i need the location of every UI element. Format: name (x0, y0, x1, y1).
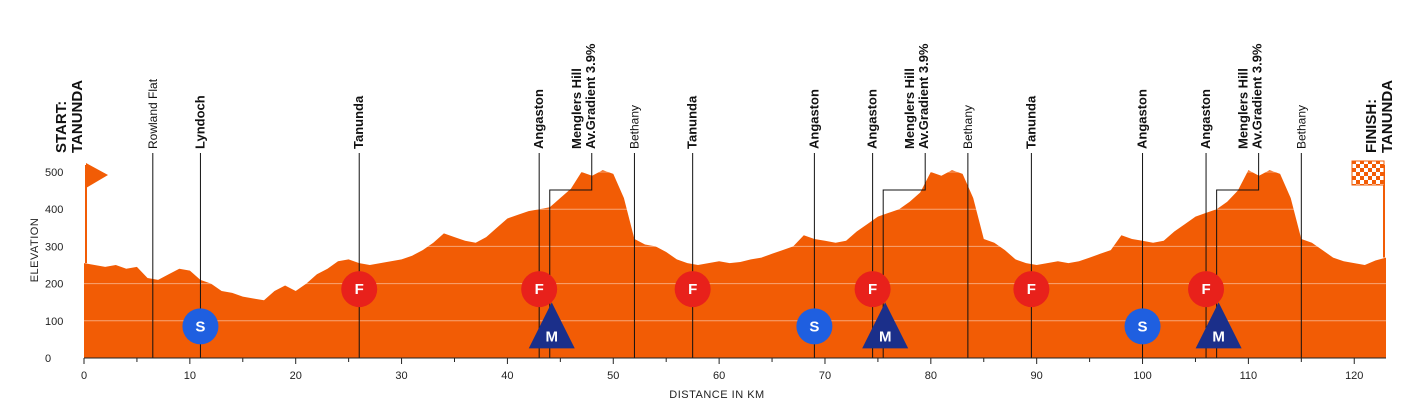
sprint-marker (182, 308, 219, 345)
point-label: Angaston (531, 89, 546, 149)
feed-zone-marker (1188, 271, 1225, 308)
feed-zone-marker (674, 271, 711, 308)
mountain-marker-label: M (546, 328, 559, 345)
x-tick-label: 120 (1345, 370, 1363, 382)
x-tick-label: 30 (395, 370, 407, 382)
x-tick-label: 100 (1133, 370, 1151, 382)
point-label: Bethany (1294, 105, 1308, 149)
y-tick-label: 100 (45, 316, 63, 328)
point-label: Rowland Flat (146, 78, 160, 149)
elevation-area (84, 170, 1386, 358)
elevation-area-layer (84, 170, 1386, 358)
x-tick-label: 0 (81, 370, 87, 382)
finish-flag-icon (1351, 160, 1385, 186)
point-label: Tanunda (685, 95, 700, 149)
sprint-marker (796, 308, 833, 345)
grid-layer (84, 171, 1386, 322)
mountain-climb-marker (528, 302, 575, 349)
point-label: Av.Gradient 3.9% (583, 43, 598, 149)
point-label: Angaston (1135, 89, 1150, 149)
point-label: Av.Gradient 3.9% (916, 43, 931, 149)
y-tick-label: 0 (45, 353, 51, 365)
point-label: Menglers Hill (1236, 68, 1251, 149)
x-tick-label: 50 (607, 370, 619, 382)
point-label: Tanunda (351, 95, 366, 149)
mountain-marker-label: M (879, 328, 892, 345)
feed-zone-marker-label: F (1201, 281, 1210, 298)
point-label: Tanunda (1023, 95, 1038, 149)
mountain-climb-marker (862, 302, 909, 349)
feed-zone-marker (341, 271, 378, 308)
finish-label: TANUNDA (1379, 80, 1396, 153)
point-lines-layer (85, 153, 1385, 358)
x-tick-label: 20 (290, 370, 302, 382)
x-tick-label: 10 (184, 370, 196, 382)
point-label: Menglers Hill (569, 68, 584, 149)
point-labels-layer: START: TANUNDA Rowland Flat Lyndoch Tanunda A… (53, 43, 1396, 153)
mountain-marker-label: M (1212, 328, 1225, 345)
x-tick-label: 60 (713, 370, 725, 382)
feed-zone-marker-label: F (1027, 281, 1036, 298)
x-tick-label: 70 (819, 370, 831, 382)
point-label: Menglers Hill (902, 68, 917, 149)
sprint-marker-label: S (195, 318, 205, 335)
point-label: Bethany (961, 105, 975, 149)
start-label: START: (53, 101, 70, 153)
feed-zone-marker (854, 271, 891, 308)
y-tick-label: 300 (45, 241, 63, 253)
start-label: TANUNDA (69, 80, 86, 153)
y-tick-label: 400 (45, 204, 63, 216)
feed-zone-marker (521, 271, 558, 308)
point-label: Lyndoch (192, 95, 207, 149)
climb-connector-line (1216, 153, 1260, 358)
climb-connector-line (882, 153, 926, 358)
x-tick-label: 80 (925, 370, 937, 382)
x-tick-label: 90 (1031, 370, 1043, 382)
sprint-marker-label: S (809, 318, 819, 335)
y-axis-title: ELEVATION (29, 218, 41, 283)
feed-zone-marker (1013, 271, 1050, 308)
axes-layer: 0 100 200 300 400 500 0 10 20 30 40 50 60 70 80 90 100 11… (45, 167, 1386, 382)
point-label: Angaston (1198, 89, 1213, 149)
point-label: Angaston (806, 89, 821, 149)
finish-label: FINISH: (1363, 99, 1380, 153)
mountain-climb-marker (1195, 302, 1242, 349)
feed-zone-marker-label: F (688, 281, 697, 298)
feed-zone-marker-label: F (535, 281, 544, 298)
x-axis-title: DISTANCE IN KM (669, 389, 764, 401)
y-tick-label: 500 (45, 167, 63, 179)
markers-layer: S F F M F S F M F S F M (182, 271, 1242, 349)
point-label: Angaston (865, 89, 880, 149)
sprint-marker (1124, 308, 1161, 345)
sprint-marker-label: S (1138, 318, 1148, 335)
x-tick-label: 110 (1240, 370, 1258, 382)
feed-zone-marker-label: F (355, 281, 364, 298)
start-flag-icon (86, 163, 108, 188)
point-label: Av.Gradient 3.9% (1250, 43, 1265, 149)
x-tick-label: 40 (501, 370, 513, 382)
feed-zone-marker-label: F (868, 281, 877, 298)
climb-connector-line (549, 153, 593, 358)
point-label: Bethany (627, 105, 641, 149)
y-tick-label: 200 (45, 279, 63, 291)
